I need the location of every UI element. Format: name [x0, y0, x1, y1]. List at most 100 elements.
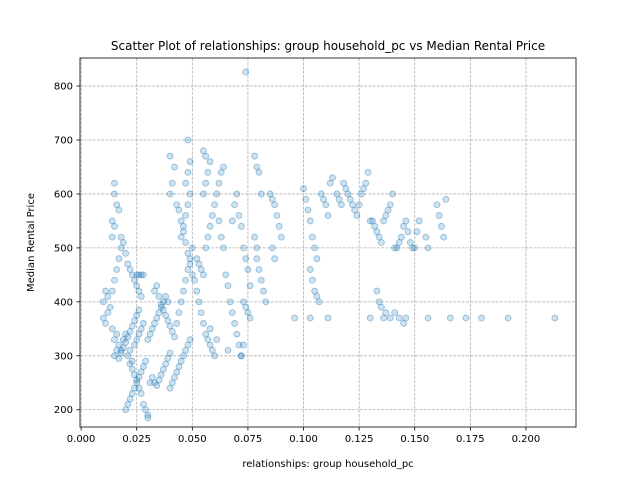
- data-point: [242, 303, 250, 311]
- data-point: [133, 271, 141, 279]
- data-point: [111, 352, 118, 360]
- data-point: [246, 282, 254, 290]
- data-point: [113, 266, 121, 273]
- data-point: [237, 352, 245, 360]
- data-point: [124, 352, 132, 360]
- data-point: [326, 179, 334, 187]
- data-point: [320, 195, 327, 203]
- plot-frame: [79, 57, 577, 428]
- data-point: [462, 314, 470, 322]
- data-point: [204, 233, 212, 241]
- data-point: [126, 395, 134, 403]
- data-point: [182, 179, 190, 187]
- data-point: [126, 360, 134, 368]
- data-point: [131, 317, 138, 325]
- data-point: [382, 309, 390, 317]
- data-point: [317, 190, 325, 198]
- data-point: [395, 239, 403, 246]
- data-point: [102, 320, 109, 327]
- data-point: [111, 190, 118, 198]
- data-point: [353, 212, 361, 219]
- data-point: [126, 266, 134, 273]
- data-point: [166, 322, 174, 330]
- data-point: [226, 298, 234, 306]
- x-tick-label: 0.200: [512, 434, 541, 445]
- data-point: [139, 363, 147, 370]
- data-point: [375, 298, 383, 306]
- data-point: [184, 168, 192, 176]
- data-point: [313, 255, 321, 263]
- data-point: [257, 276, 265, 284]
- data-point: [131, 384, 138, 392]
- data-point: [104, 293, 112, 300]
- data-point: [137, 368, 145, 376]
- data-point: [162, 360, 170, 368]
- data-point: [157, 301, 165, 308]
- data-point: [177, 298, 185, 306]
- data-point: [391, 309, 399, 317]
- data-point: [213, 190, 221, 198]
- data-point: [240, 298, 247, 306]
- data-point: [128, 322, 136, 330]
- data-point: [124, 260, 132, 268]
- data-point: [197, 309, 205, 317]
- data-point: [133, 379, 141, 387]
- data-point: [389, 190, 396, 198]
- data-point: [202, 179, 210, 187]
- data-point: [309, 276, 316, 284]
- data-point: [124, 400, 132, 408]
- data-point: [160, 298, 167, 306]
- data-point: [155, 309, 163, 317]
- data-point: [157, 371, 165, 379]
- data-point: [346, 195, 354, 203]
- x-tick-label: 0.075: [234, 434, 263, 445]
- chart-title: Scatter Plot of relationships: group hou…: [111, 39, 545, 53]
- data-point: [186, 336, 194, 344]
- data-point: [217, 233, 225, 241]
- data-point: [113, 346, 121, 354]
- data-point: [175, 309, 183, 317]
- data-point: [242, 255, 250, 263]
- data-point: [406, 239, 414, 246]
- data-point: [384, 206, 392, 214]
- data-point: [386, 201, 394, 209]
- x-axis-ticks: 0.000 0.025 0.050 0.075 0.100 0.125 0.150 0.175…: [67, 427, 540, 445]
- data-point: [253, 163, 261, 171]
- data-point: [409, 244, 416, 252]
- data-point: [446, 314, 454, 322]
- data-point: [122, 249, 129, 257]
- data-point: [135, 373, 143, 381]
- data-point: [251, 152, 259, 160]
- data-point: [124, 333, 132, 341]
- data-point: [139, 271, 147, 279]
- data-point: [260, 287, 267, 295]
- data-point: [315, 298, 323, 306]
- data-point: [139, 320, 147, 327]
- data-point: [240, 341, 247, 349]
- data-point: [115, 255, 123, 263]
- data-point: [186, 260, 194, 268]
- y-tick-label: 400: [54, 297, 73, 308]
- data-point: [355, 201, 363, 209]
- data-point: [380, 314, 388, 322]
- data-point: [193, 287, 201, 295]
- y-tick-label: 600: [54, 189, 73, 200]
- data-point: [135, 330, 143, 338]
- data-point: [217, 168, 225, 176]
- data-point: [117, 346, 125, 354]
- data-point: [117, 244, 125, 252]
- data-point: [115, 206, 123, 214]
- data-point: [255, 168, 263, 176]
- data-point: [144, 336, 152, 344]
- data-point: [191, 276, 198, 284]
- data-point: [122, 338, 129, 346]
- data-point: [233, 190, 241, 198]
- data-point: [166, 190, 174, 198]
- data-point: [377, 239, 385, 246]
- data-point: [271, 201, 279, 209]
- data-point: [182, 212, 190, 219]
- data-point: [99, 298, 107, 306]
- data-point: [402, 217, 410, 225]
- data-point: [166, 349, 174, 357]
